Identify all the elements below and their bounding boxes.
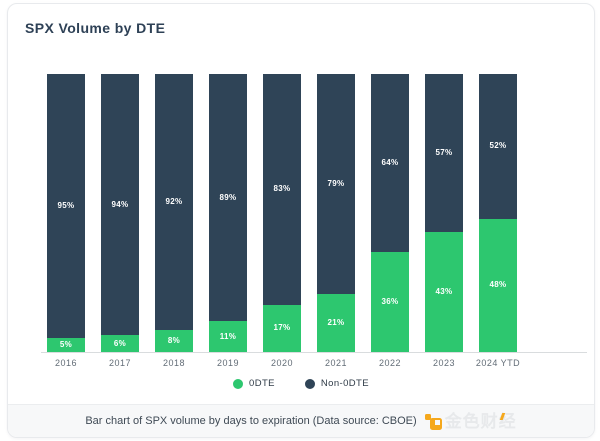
segment-0dte-value-label: 6%	[113, 338, 127, 348]
segment-0dte-value-label: 21%	[327, 317, 345, 327]
bar-column: 79% 21% 2021	[309, 74, 363, 368]
segment-0dte: 43%	[425, 232, 463, 352]
chart-title: SPX Volume by DTE	[25, 20, 166, 36]
segment-non-0dte-value-label: 92%	[165, 196, 183, 206]
segment-non-0dte-value-label: 95%	[57, 201, 75, 211]
x-axis-label: 2018	[162, 358, 186, 368]
segment-0dte: 5%	[47, 338, 85, 352]
stacked-bar: 52% 48%	[479, 74, 517, 352]
segment-non-0dte-value-label: 89%	[219, 192, 237, 202]
bar-column: 89% 11% 2019	[201, 74, 255, 368]
x-axis-label: 2019	[216, 358, 240, 368]
segment-0dte-value-label: 36%	[381, 296, 399, 306]
segment-non-0dte: 89%	[209, 74, 247, 322]
x-axis-line	[41, 352, 587, 353]
segment-non-0dte: 52%	[479, 74, 517, 219]
stacked-bar: 89% 11%	[209, 74, 247, 352]
segment-non-0dte-value-label: 83%	[273, 184, 291, 194]
bar-column: 64% 36% 2022	[363, 74, 417, 368]
stacked-bar: 79% 21%	[317, 74, 355, 352]
segment-non-0dte: 92%	[155, 74, 193, 330]
segment-0dte: 6%	[101, 335, 139, 352]
chart-card: SPX Volume by DTE 95% 5% 2016 94% 6% 2017 92% 8…	[7, 3, 595, 438]
x-axis-label: 2016	[54, 358, 78, 368]
segment-non-0dte-value-label: 57%	[435, 148, 453, 158]
legend-dot-0dte-icon	[233, 378, 244, 389]
segment-non-0dte: 79%	[317, 74, 355, 294]
legend-label-0dte: 0DTE	[249, 378, 275, 389]
stacked-bar: 95% 5%	[47, 74, 85, 352]
bar-column: 52% 48% 2024 YTD	[471, 74, 525, 368]
bar-column: 57% 43% 2023	[417, 74, 471, 368]
segment-non-0dte: 57%	[425, 74, 463, 233]
segment-non-0dte-value-label: 94%	[111, 199, 129, 209]
brand-watermark: 金色财经	[424, 411, 517, 431]
segment-0dte: 11%	[209, 321, 247, 352]
plot-bars: 95% 5% 2016 94% 6% 2017 92% 8% 2018 89% 11% 2019 83%…	[39, 74, 525, 368]
segment-0dte: 21%	[317, 293, 355, 352]
legend: 0DTE Non-0DTE	[8, 378, 594, 389]
stacked-bar: 92% 8%	[155, 74, 193, 352]
caption-text: Bar chart of SPX volume by days to expir…	[85, 415, 417, 427]
segment-non-0dte: 83%	[263, 74, 301, 305]
legend-item-0dte: 0DTE	[233, 378, 275, 389]
segment-0dte: 8%	[155, 329, 193, 352]
segment-0dte-value-label: 43%	[435, 287, 453, 297]
stacked-bar: 94% 6%	[101, 74, 139, 352]
segment-0dte: 17%	[263, 304, 301, 352]
segment-non-0dte-value-label: 79%	[327, 178, 345, 188]
stacked-bar: 83% 17%	[263, 74, 301, 352]
segment-0dte: 36%	[371, 251, 409, 352]
segment-0dte-value-label: 48%	[489, 280, 507, 290]
x-axis-label: 2017	[108, 358, 132, 368]
jinse-finance-logo-icon	[424, 413, 442, 430]
segment-0dte-value-label: 8%	[167, 335, 181, 345]
bar-column: 95% 5% 2016	[39, 74, 93, 368]
x-axis-label: 2022	[378, 358, 402, 368]
segment-0dte: 48%	[479, 218, 517, 352]
segment-non-0dte: 64%	[371, 74, 409, 252]
stacked-bar: 57% 43%	[425, 74, 463, 352]
brand-accent-mark	[499, 412, 505, 420]
segment-non-0dte: 94%	[101, 74, 139, 336]
segment-0dte-value-label: 5%	[59, 340, 73, 350]
x-axis-label: 2021	[324, 358, 348, 368]
segment-non-0dte-value-label: 64%	[381, 157, 399, 167]
brand-name-text: 金色财经	[444, 411, 517, 431]
x-axis-label: 2020	[270, 358, 294, 368]
x-axis-label: 2024 YTD	[475, 358, 521, 368]
stacked-bar: 64% 36%	[371, 74, 409, 352]
segment-non-0dte-value-label: 52%	[489, 141, 507, 151]
bar-column: 92% 8% 2018	[147, 74, 201, 368]
segment-0dte-value-label: 17%	[273, 323, 291, 333]
legend-item-non-0dte: Non-0DTE	[304, 378, 369, 389]
legend-label-non-0dte: Non-0DTE	[320, 378, 369, 389]
x-axis-label: 2023	[432, 358, 456, 368]
segment-non-0dte: 95%	[47, 74, 85, 339]
legend-dot-non-0dte-icon	[304, 378, 315, 389]
segment-0dte-value-label: 11%	[219, 331, 237, 341]
bar-column: 83% 17% 2020	[255, 74, 309, 368]
bar-column: 94% 6% 2017	[93, 74, 147, 368]
caption-bar: Bar chart of SPX volume by days to expir…	[8, 404, 594, 437]
